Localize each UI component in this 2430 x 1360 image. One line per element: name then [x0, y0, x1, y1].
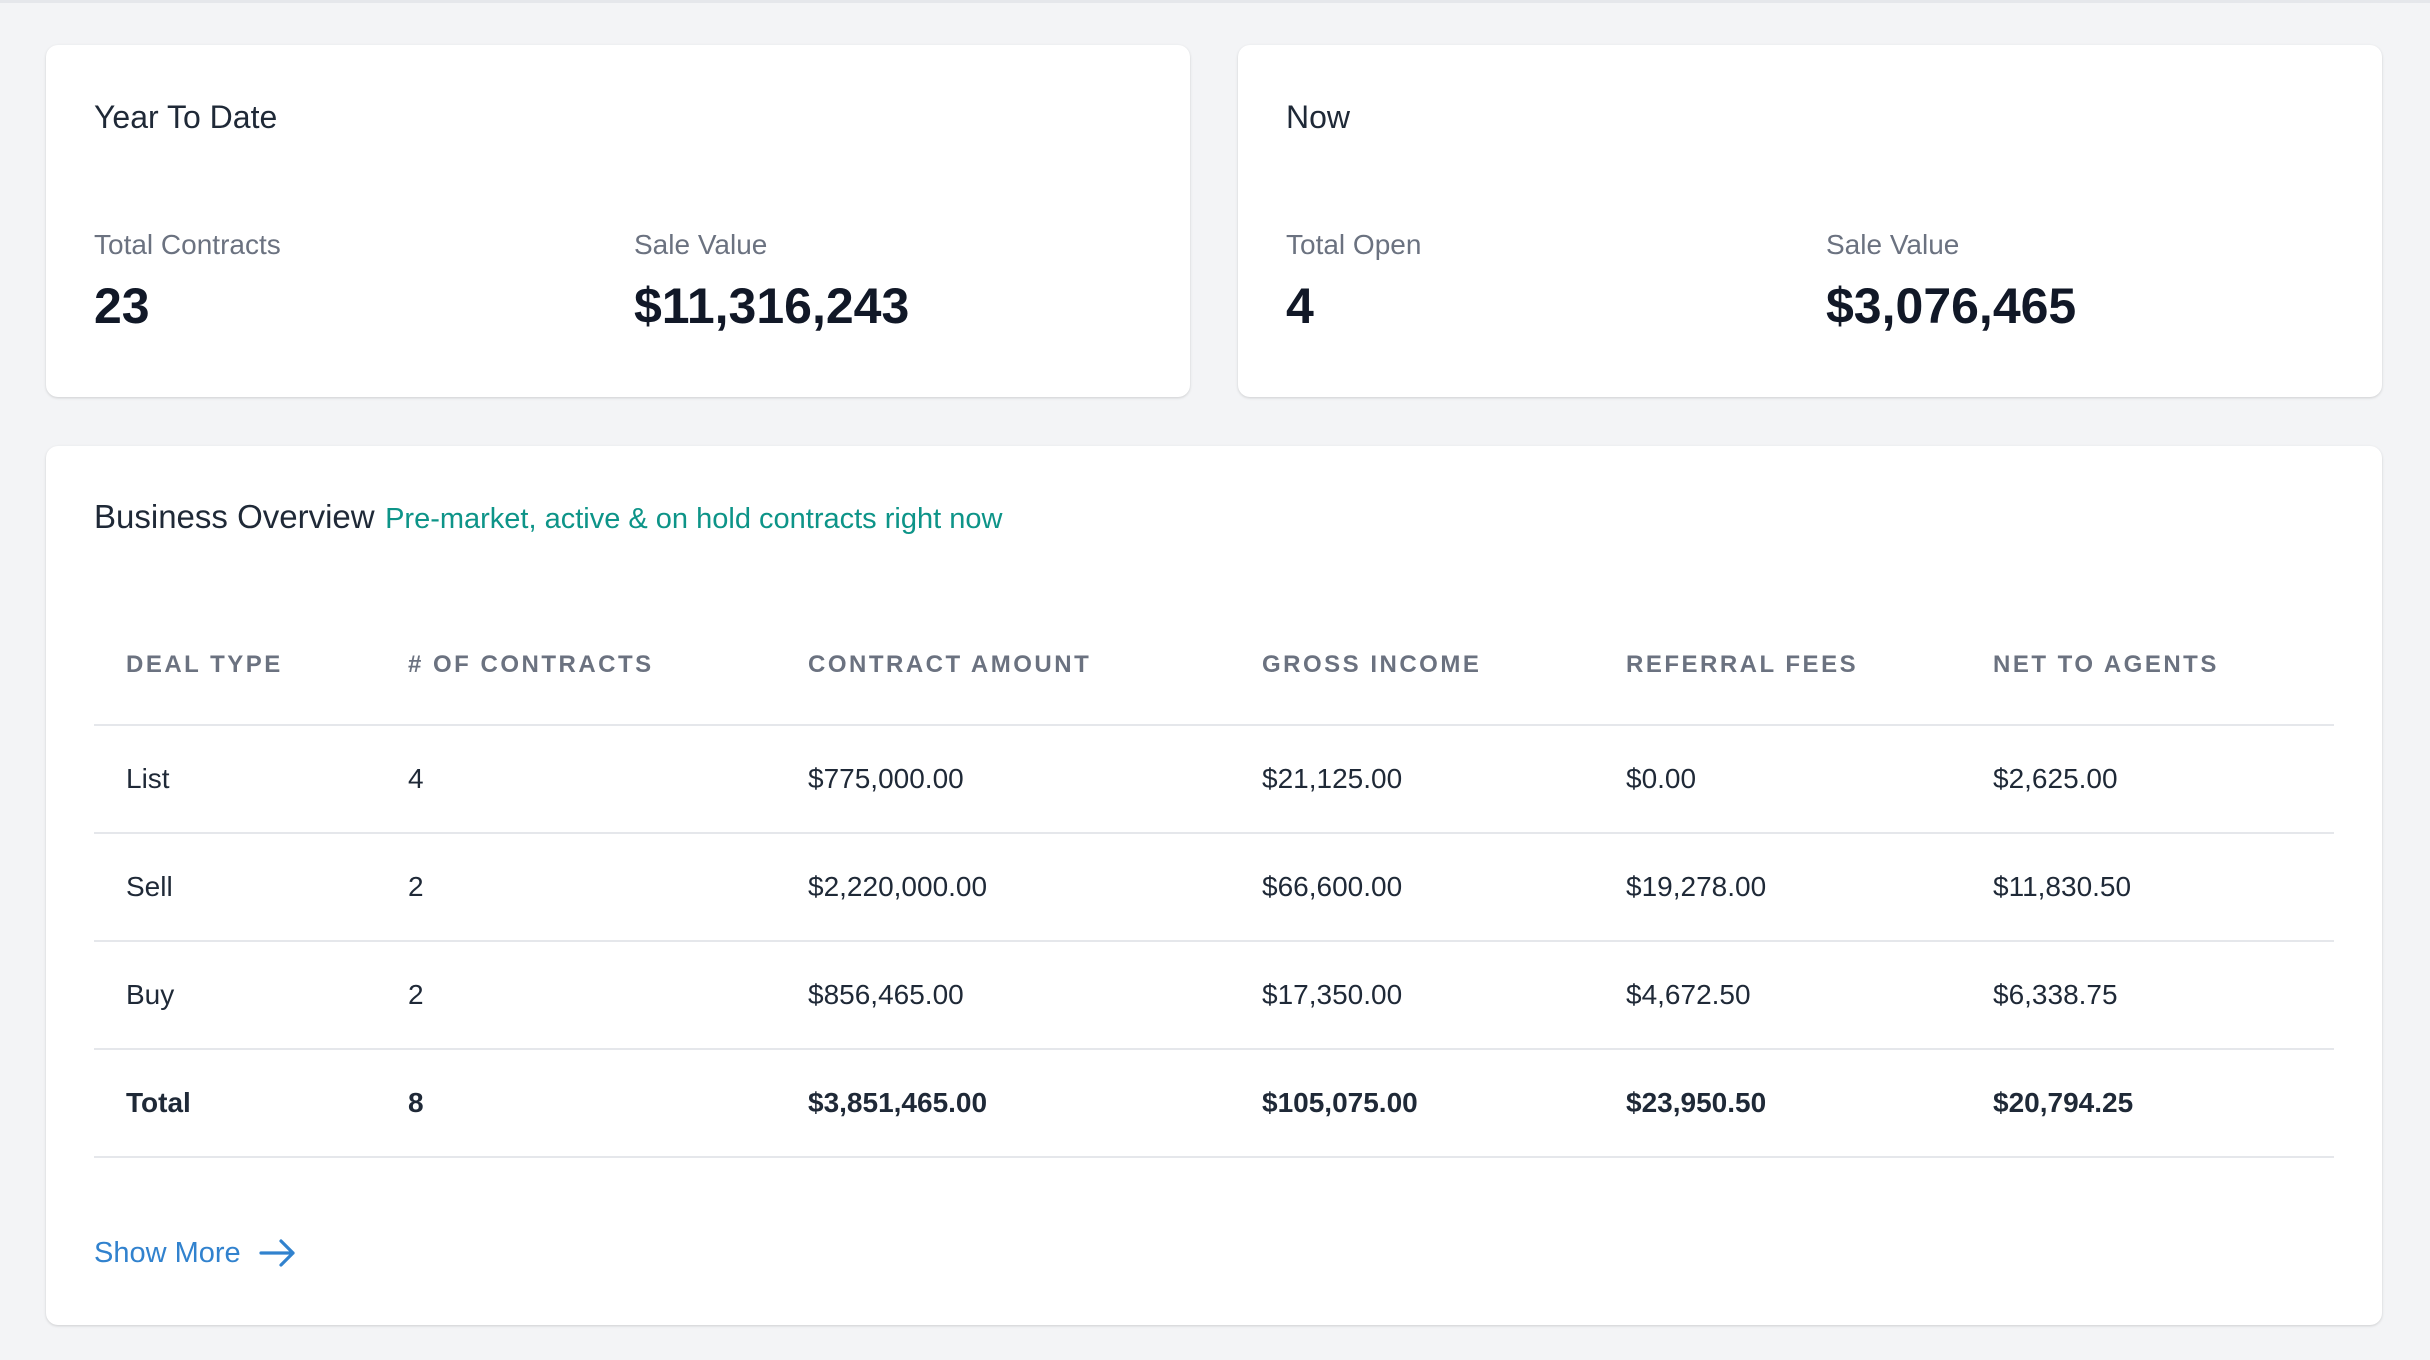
- now-sale-value-label: Sale Value: [1826, 229, 1960, 260]
- year-to-date-title: Year To Date: [94, 99, 278, 135]
- column-header-referral-fees: REFERRAL FEES: [1594, 606, 1961, 726]
- business-overview-card: Business Overview Pre-market, active & o…: [46, 446, 2382, 1325]
- year-to-date-card: Year To Date Total Contracts 23 Sale Val…: [46, 45, 1190, 397]
- ytd-sale-value-label: Sale Value: [634, 229, 768, 260]
- total-open-stat: Total Open 4: [1286, 229, 1422, 334]
- referral-fees-cell: $4,672.50: [1594, 941, 1961, 1050]
- total-contracts-stat: Total Contracts 23: [94, 229, 281, 334]
- total-contracts-label: Total Contracts: [94, 229, 281, 260]
- ytd-sale-value-stat: Sale Value $11,316,243: [634, 229, 910, 334]
- gross-income-cell: $21,125.00: [1230, 725, 1594, 834]
- now-card: Now Total Open 4 Sale Value $3,076,465: [1238, 45, 2382, 397]
- now-sale-value-stat: Sale Value $3,076,465: [1826, 229, 2077, 334]
- top-divider: [0, 0, 2430, 3]
- show-more-label: Show More: [94, 1236, 241, 1269]
- now-title: Now: [1286, 99, 1351, 135]
- net-to-agents-cell: $11,830.50: [1961, 833, 2334, 942]
- total-contracts-value: 23: [94, 278, 150, 334]
- contract-amount-cell: $2,220,000.00: [776, 833, 1230, 942]
- total-open-label: Total Open: [1286, 229, 1422, 260]
- total-label-cell: Total: [94, 1049, 376, 1158]
- column-header-gross-income: GROSS INCOME: [1230, 606, 1594, 726]
- total-contract-amount-cell: $3,851,465.00: [776, 1049, 1230, 1158]
- table-row: Buy 2 $856,465.00 $17,350.00 $4,672.50 $…: [94, 941, 2334, 1050]
- net-to-agents-cell: $2,625.00: [1961, 725, 2334, 834]
- gross-income-cell: $17,350.00: [1230, 941, 1594, 1050]
- total-referral-fees-cell: $23,950.50: [1594, 1049, 1961, 1158]
- ytd-sale-value-value: $11,316,243: [634, 278, 910, 334]
- contracts-count-cell: 4: [376, 725, 776, 834]
- net-to-agents-cell: $6,338.75: [1961, 941, 2334, 1050]
- referral-fees-cell: $0.00: [1594, 725, 1961, 834]
- business-overview-header: Business Overview Pre-market, active & o…: [94, 500, 1002, 534]
- table-row: Sell 2 $2,220,000.00 $66,600.00 $19,278.…: [94, 833, 2334, 942]
- total-row: Total 8 $3,851,465.00 $105,075.00 $23,95…: [94, 1049, 2334, 1158]
- column-header-contracts: # OF CONTRACTS: [376, 606, 776, 726]
- contract-amount-cell: $856,465.00: [776, 941, 1230, 1050]
- deal-type-cell: Buy: [94, 941, 376, 1050]
- total-gross-income-cell: $105,075.00: [1230, 1049, 1594, 1158]
- contracts-count-cell: 2: [376, 941, 776, 1050]
- column-header-contract-amount: CONTRACT AMOUNT: [776, 606, 1230, 726]
- business-overview-title: Business Overview: [94, 498, 375, 535]
- deal-type-cell: List: [94, 725, 376, 834]
- business-overview-subtitle: Pre-market, active & on hold contracts r…: [385, 503, 1003, 535]
- table-row: List 4 $775,000.00 $21,125.00 $0.00 $2,6…: [94, 725, 2334, 834]
- deal-type-cell: Sell: [94, 833, 376, 942]
- gross-income-cell: $66,600.00: [1230, 833, 1594, 942]
- arrow-right-icon: [259, 1238, 297, 1268]
- total-net-to-agents-cell: $20,794.25: [1961, 1049, 2334, 1158]
- show-more-link[interactable]: Show More: [94, 1238, 297, 1268]
- now-sale-value-value: $3,076,465: [1826, 278, 2077, 334]
- contract-amount-cell: $775,000.00: [776, 725, 1230, 834]
- total-open-value: 4: [1286, 278, 1314, 334]
- business-overview-table: DEAL TYPE # OF CONTRACTS CONTRACT AMOUNT…: [94, 606, 2334, 1158]
- referral-fees-cell: $19,278.00: [1594, 833, 1961, 942]
- total-contracts-cell: 8: [376, 1049, 776, 1158]
- contracts-count-cell: 2: [376, 833, 776, 942]
- column-header-deal-type: DEAL TYPE: [94, 606, 376, 726]
- table-header-row: DEAL TYPE # OF CONTRACTS CONTRACT AMOUNT…: [94, 606, 2334, 726]
- column-header-net-to-agents: NET TO AGENTS: [1961, 606, 2334, 726]
